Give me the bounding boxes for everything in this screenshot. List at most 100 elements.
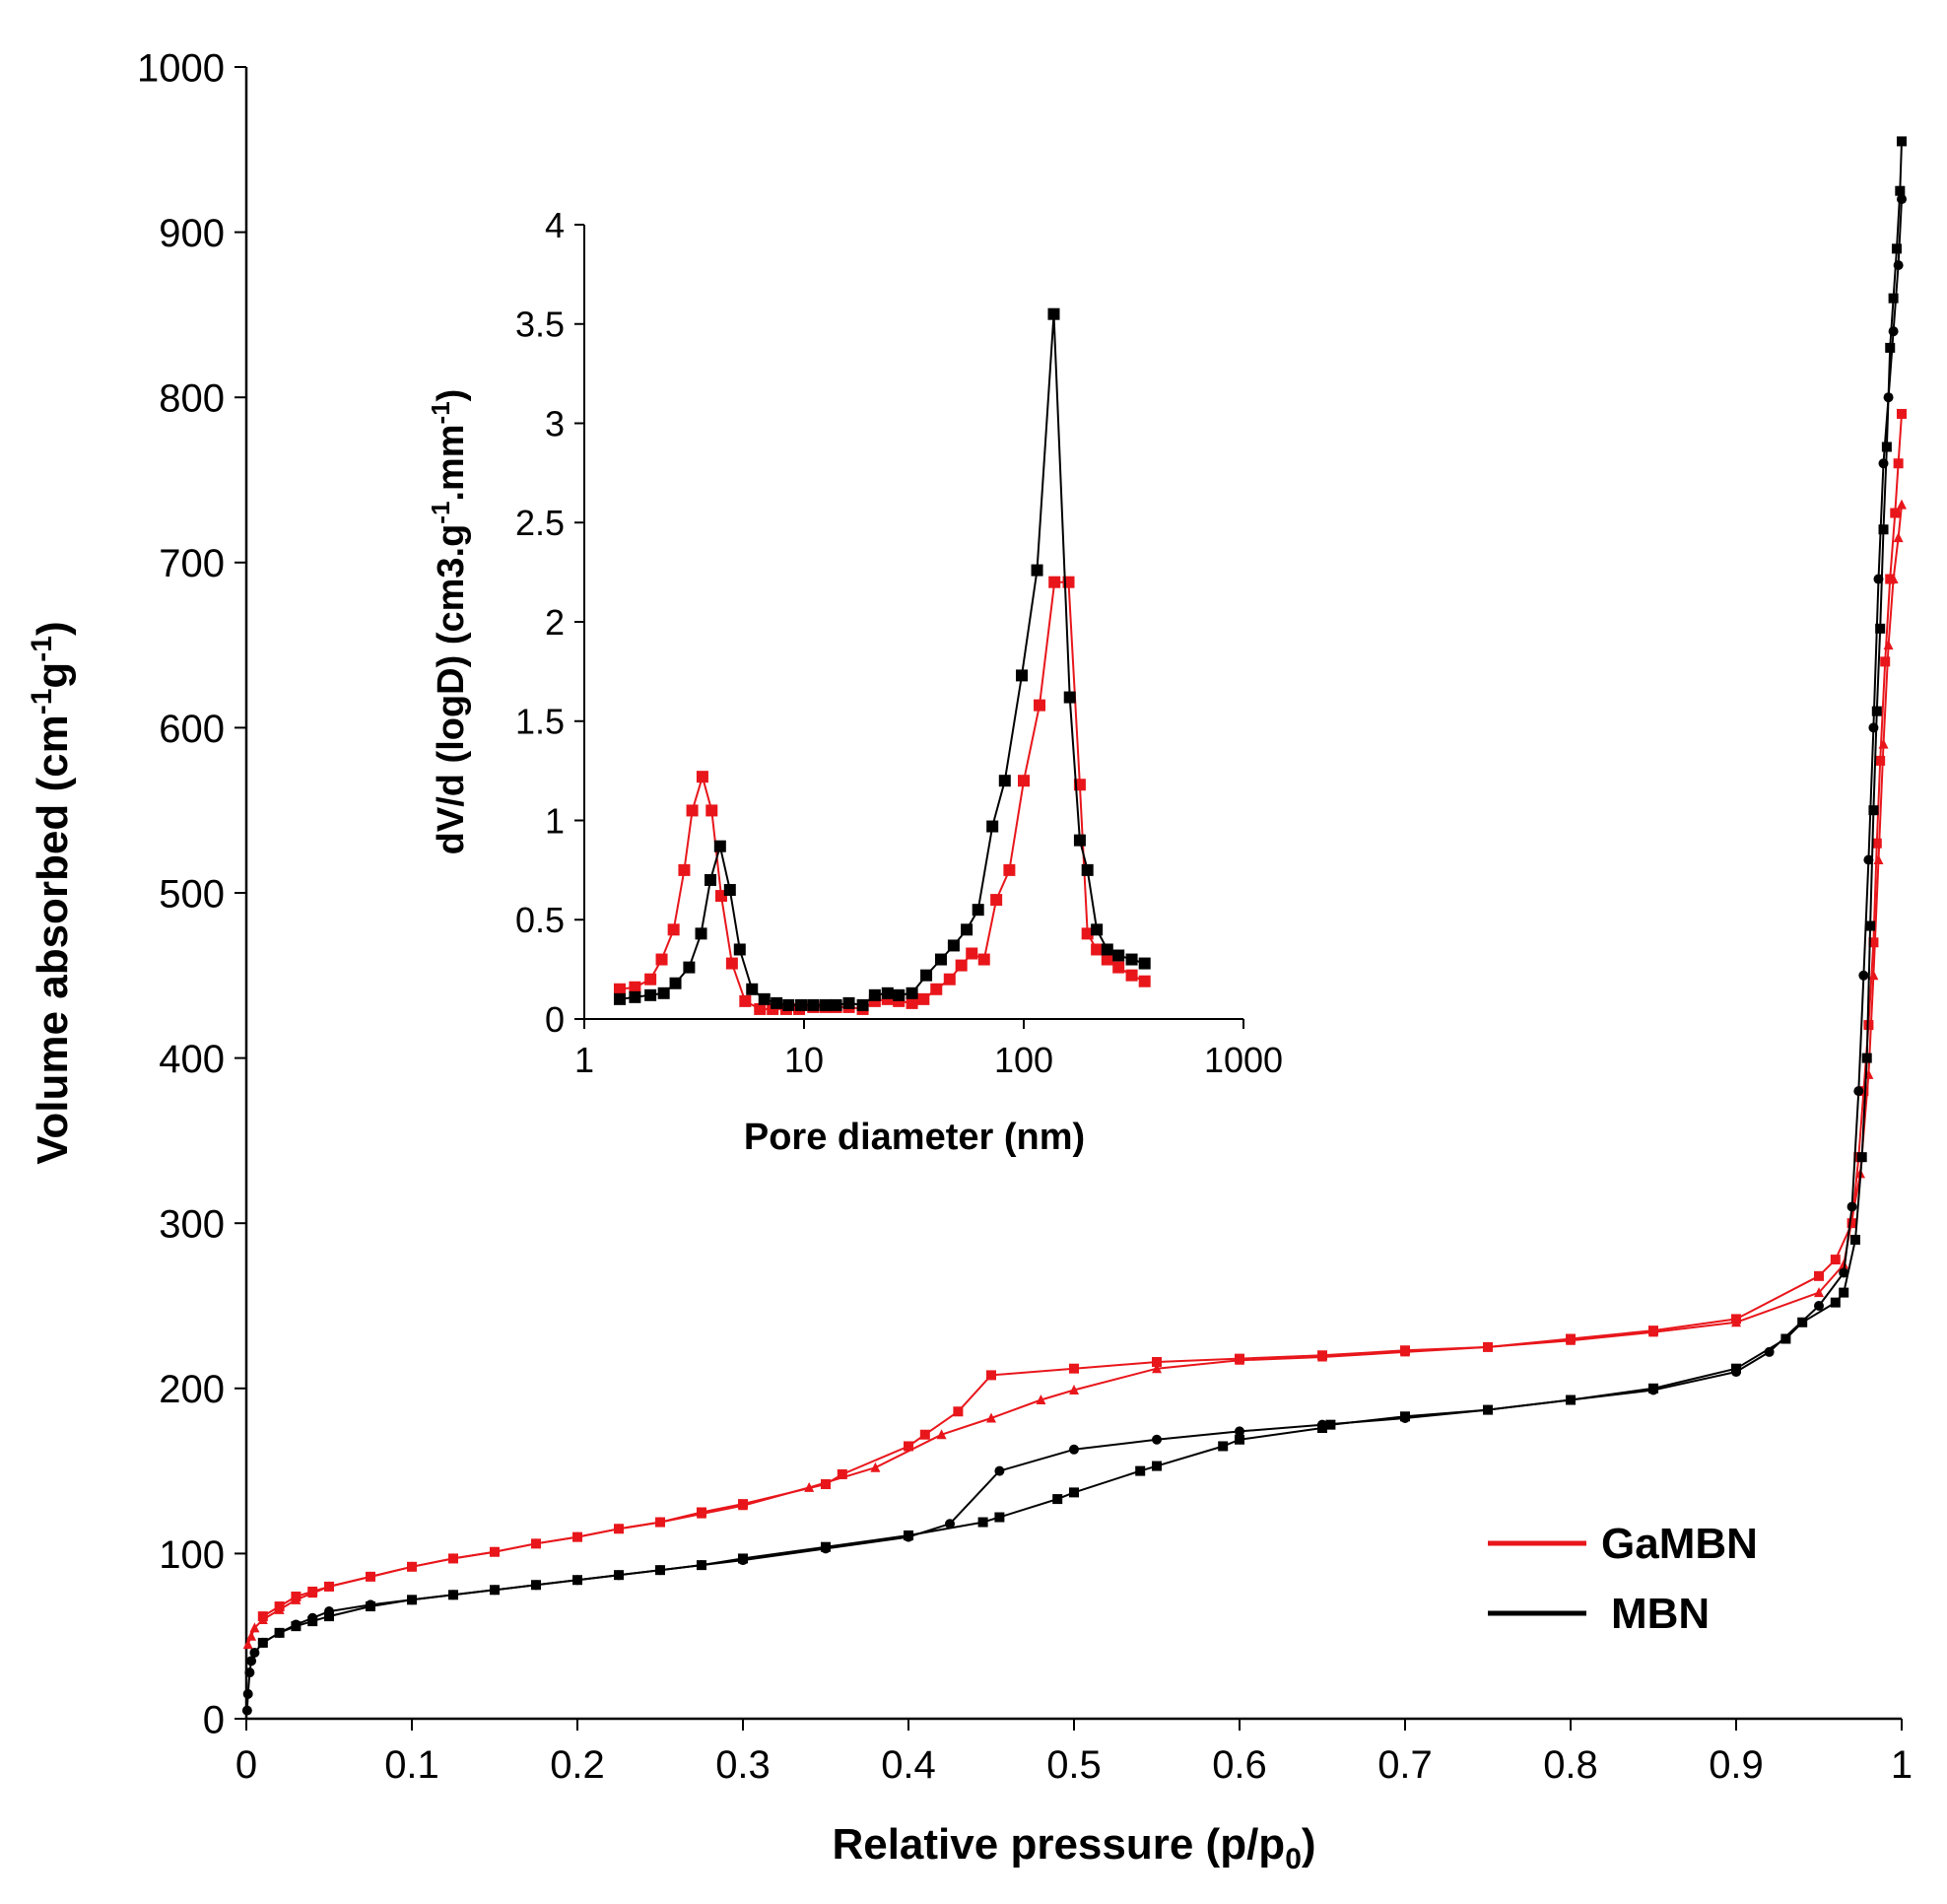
isotherm-line-mbn-desorption	[262, 141, 1903, 1644]
inset-y-tick-label: 2	[545, 602, 565, 643]
inset-y-tick-label: 1	[545, 800, 565, 841]
inset-point-gambn	[1101, 953, 1113, 966]
isotherm-y-tick-label: 800	[159, 377, 225, 421]
isotherm-y-tick-label: 200	[159, 1368, 225, 1411]
inset-point-gambn	[906, 996, 918, 1009]
isotherm-point-gambn-adsorption	[1069, 1384, 1079, 1394]
isotherm-x-tick-label: 1	[1891, 1743, 1913, 1787]
isotherm-point-gambn-desorption	[448, 1553, 458, 1564]
isotherm-x-tick-label: 0.1	[384, 1743, 439, 1787]
isotherm-line-gambn-desorption	[262, 413, 1903, 1617]
legend-mbn-label: MBN	[1611, 1590, 1710, 1638]
isotherm-point-mbn-adsorption	[1863, 854, 1874, 865]
isotherm-point-gambn-desorption	[1893, 458, 1904, 469]
isotherm-point-mbn-desorption	[904, 1530, 913, 1540]
inset-point-gambn	[1018, 775, 1030, 787]
isotherm-point-gambn-desorption	[366, 1571, 375, 1582]
isotherm-point-gambn-desorption	[1846, 1218, 1857, 1229]
isotherm-point-gambn-desorption	[1830, 1255, 1841, 1265]
isotherm-y-tick-label: 1000	[137, 46, 225, 90]
inset-point-mbn	[961, 923, 974, 936]
isotherm-point-mbn-desorption	[1871, 706, 1882, 716]
isotherm-point-gambn-desorption	[919, 1429, 930, 1440]
inset-point-mbn	[669, 977, 682, 989]
isotherm-point-mbn-desorption	[1865, 920, 1876, 931]
inset-point-gambn	[629, 981, 641, 993]
inset-point-mbn	[723, 884, 736, 897]
isotherm-point-mbn-desorption	[1797, 1317, 1808, 1327]
inset-point-gambn	[1081, 927, 1094, 940]
isotherm-x-tick-label: 0.4	[881, 1743, 936, 1787]
isotherm-point-gambn-adsorption	[870, 1462, 881, 1472]
isotherm-point-gambn-desorption	[1317, 1350, 1327, 1361]
isotherm-point-mbn-desorption	[1839, 1287, 1849, 1298]
isotherm-point-gambn-desorption	[1814, 1270, 1824, 1281]
isotherm-point-mbn-desorption	[324, 1611, 334, 1622]
isotherm-point-gambn-adsorption	[1873, 853, 1884, 864]
isotherm-point-mbn-desorption	[1849, 1234, 1860, 1245]
inset-point-gambn	[754, 1002, 767, 1015]
inset-point-mbn	[893, 988, 906, 1001]
isotherm-line-gambn-adsorption	[246, 504, 1903, 1645]
isotherm-point-mbn-desorption	[1885, 342, 1896, 353]
inset-series	[613, 307, 1151, 1015]
inset-point-gambn	[705, 804, 718, 817]
isotherm-point-gambn-desorption	[1400, 1345, 1410, 1356]
isotherm-point-gambn-desorption	[1897, 408, 1907, 419]
isotherm-point-mbn-desorption	[1400, 1411, 1410, 1422]
inset-y-axis-title: dV/d (logD) (cm3.g-1.mm-1)	[426, 389, 472, 855]
inset-point-gambn	[667, 923, 680, 936]
isotherm-point-mbn-desorption	[1483, 1404, 1493, 1415]
isotherm-series-mbn-desorption	[257, 136, 1907, 1648]
inset-point-mbn	[782, 998, 795, 1011]
isotherm-y-tick-label: 300	[159, 1203, 225, 1247]
inset-point-mbn	[1016, 669, 1029, 682]
isotherm-series-gambn-desorption	[257, 408, 1907, 1622]
inset-y-tick-label: 0.5	[515, 900, 565, 940]
isotherm-point-mbn-desorption	[738, 1553, 748, 1564]
legend-gambn-label: GaMBN	[1601, 1520, 1758, 1568]
inset-point-gambn	[644, 973, 657, 986]
inset-point-mbn	[1063, 691, 1076, 704]
isotherm-point-gambn-adsorption	[242, 1639, 253, 1650]
inset-point-mbn	[683, 961, 696, 974]
isotherm-point-mbn-desorption	[1878, 524, 1889, 535]
inset-line-gambn	[619, 580, 1146, 1010]
inset-point-mbn	[1125, 953, 1138, 966]
isotherm-point-mbn-adsorption	[945, 1519, 955, 1530]
isotherm-point-gambn-desorption	[1880, 656, 1891, 667]
inset-point-gambn	[725, 957, 738, 970]
inset-point-mbn	[947, 939, 960, 952]
isotherm-point-mbn-desorption	[1052, 1494, 1063, 1505]
isotherm-point-mbn-desorption	[257, 1637, 268, 1648]
inset-point-mbn	[1031, 564, 1043, 577]
inset-x-tick-label: 100	[994, 1040, 1053, 1080]
isotherm-point-mbn-desorption	[1218, 1441, 1229, 1452]
inset-point-mbn	[868, 988, 881, 1001]
isotherm-point-gambn-desorption	[1875, 755, 1886, 766]
isotherm-point-mbn-adsorption	[1152, 1434, 1162, 1445]
isotherm-point-mbn-desorption	[821, 1541, 831, 1552]
inset-line-mbn	[619, 312, 1145, 1006]
inset-point-gambn	[655, 953, 668, 966]
inset-point-mbn	[657, 986, 670, 999]
inset-point-gambn	[1112, 961, 1125, 974]
isotherm-point-mbn-desorption	[531, 1580, 541, 1591]
isotherm-point-mbn-desorption	[1891, 243, 1902, 254]
isotherm-point-mbn-desorption	[1235, 1434, 1244, 1445]
legend: GaMBN MBN	[1488, 1520, 1758, 1638]
isotherm-point-gambn-desorption	[324, 1581, 334, 1592]
isotherm-point-gambn-adsorption	[986, 1412, 996, 1423]
isotherm-point-mbn-desorption	[1881, 442, 1892, 452]
inset-point-mbn	[830, 998, 842, 1011]
inset-point-mbn	[1138, 957, 1151, 970]
isotherm-y-tick-label: 500	[159, 872, 225, 916]
isotherm-point-mbn-desorption	[1875, 623, 1886, 634]
isotherm-point-gambn-desorption	[1871, 838, 1882, 849]
isotherm-point-gambn-desorption	[291, 1591, 302, 1601]
isotherm-x-tick-label: 0.6	[1212, 1743, 1267, 1787]
isotherm-point-mbn-desorption	[1566, 1394, 1576, 1405]
isotherm-point-mbn-desorption	[490, 1585, 500, 1596]
